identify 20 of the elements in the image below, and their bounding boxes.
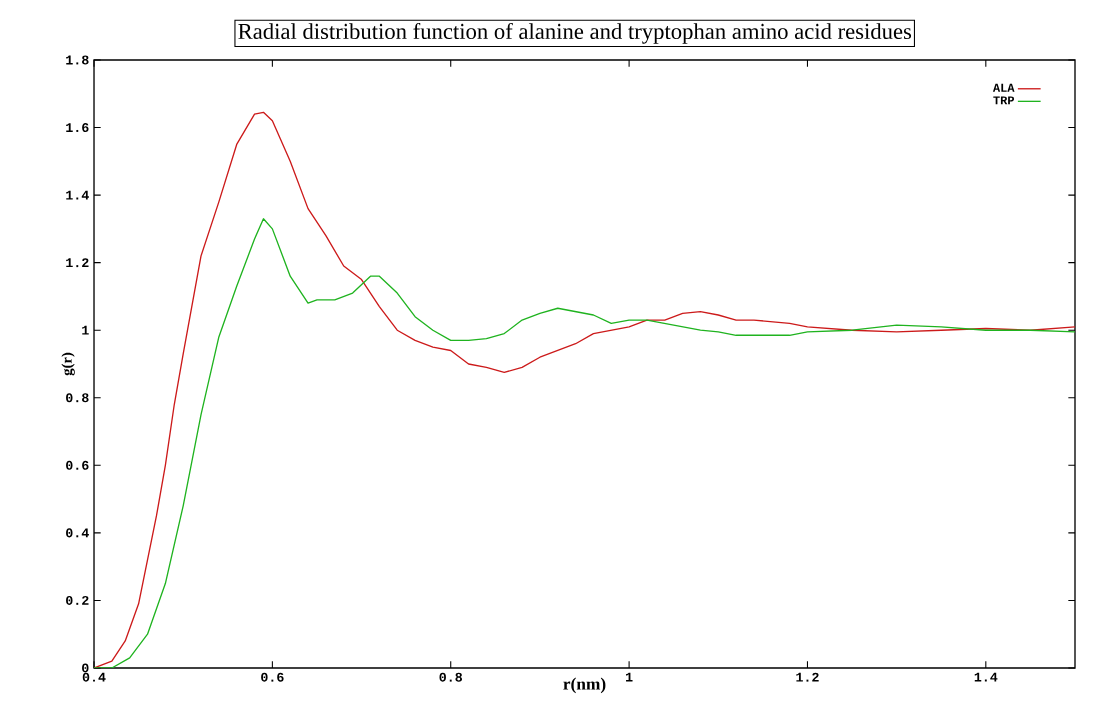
y-tick-label: 1.2 [66,258,89,268]
y-tick-label: 1.4 [66,190,89,200]
x-axis-title: r(nm) [563,677,606,694]
y-tick-label: 1.8 [66,55,89,65]
y-tick-label: 0.2 [66,595,89,605]
y-tick-label: 1 [82,325,89,335]
y-tick-label: 0 [82,663,89,673]
y-axis-title: g(r) [61,352,75,376]
y-tick-label: 0.4 [66,528,89,538]
legend-label: TRP [993,96,1015,105]
x-tick-label: 0.6 [261,672,284,682]
x-tick-label: 1.2 [796,672,819,682]
chart-title: Radial distribution function of alanine and tryptophan amino acid residues [238,22,912,44]
legend-label: ALA [992,83,1015,92]
y-tick-label: 1.6 [66,123,89,133]
y-tick-label: 0.6 [66,460,89,470]
x-tick-label: 1 [625,672,633,682]
y-tick-label: 0.8 [66,393,89,403]
x-tick-label: 0.8 [439,672,463,682]
x-tick-label: 1.4 [974,672,998,682]
